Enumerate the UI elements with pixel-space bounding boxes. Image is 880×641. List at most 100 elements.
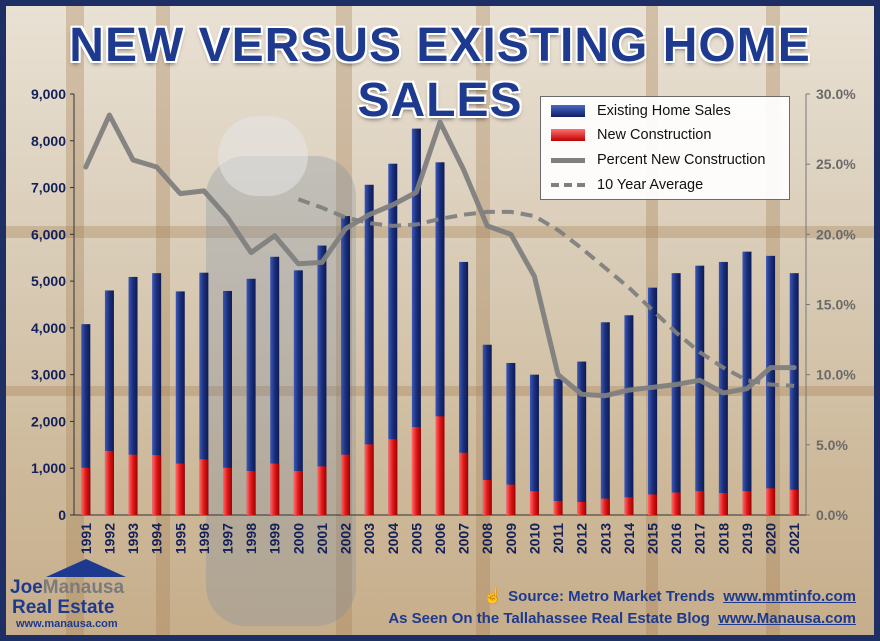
new-construction-bar xyxy=(789,489,799,515)
source-link[interactable]: www.mmtinfo.com xyxy=(723,588,856,605)
new-construction-bar xyxy=(671,492,681,515)
new-construction-bar xyxy=(577,501,587,515)
logo-name-last: Manausa xyxy=(42,577,125,598)
x-tick-label: 1997 xyxy=(219,523,235,554)
existing-bar xyxy=(128,276,138,515)
new-construction-bar xyxy=(624,497,634,515)
new-construction-bar xyxy=(718,493,728,515)
new-construction-bar xyxy=(766,488,776,515)
x-tick-label: 2012 xyxy=(574,523,590,554)
left-tick-label: 4,000 xyxy=(31,320,66,336)
existing-bar xyxy=(104,290,114,515)
existing-bar xyxy=(435,162,445,515)
existing-bar xyxy=(341,216,351,515)
new-construction-bar xyxy=(81,467,91,515)
existing-bar xyxy=(388,163,398,515)
existing-bar xyxy=(718,261,728,515)
left-tick-label: 5,000 xyxy=(31,273,66,289)
legend-label-avg: 10 Year Average xyxy=(597,177,704,193)
existing-bar xyxy=(695,265,705,515)
pointing-hand-icon: ☝ xyxy=(483,588,503,605)
existing-bar xyxy=(317,245,327,515)
existing-bar xyxy=(624,315,634,515)
x-tick-label: 2016 xyxy=(668,523,684,554)
x-tick-label: 1993 xyxy=(125,523,141,554)
existing-bar xyxy=(270,256,280,515)
x-tick-label: 2021 xyxy=(786,523,802,554)
right-tick-label: 30.0% xyxy=(816,86,856,102)
new-construction-bar xyxy=(175,463,185,515)
x-tick-label: 2015 xyxy=(645,523,661,554)
chart-title: NEW VERSUS EXISTING HOME SALES xyxy=(69,19,811,127)
x-tick-label: 1991 xyxy=(78,523,94,554)
new-swatch xyxy=(551,129,585,141)
new-construction-bar xyxy=(293,471,303,515)
x-tick-label: 2017 xyxy=(692,523,708,554)
existing-bar xyxy=(789,273,799,515)
existing-bar xyxy=(529,374,539,515)
right-tick-label: 20.0% xyxy=(816,226,856,242)
new-construction-bar xyxy=(128,454,138,515)
existing-bar xyxy=(175,291,185,515)
legend-item-avg: 10 Year Average xyxy=(551,175,703,195)
new-construction-bar xyxy=(553,500,563,515)
new-construction-bar xyxy=(742,491,752,515)
existing-bar xyxy=(742,251,752,515)
logo-name-first: Joe xyxy=(10,577,43,598)
existing-bar xyxy=(293,270,303,515)
new-construction-bar xyxy=(152,455,162,515)
left-tick-label: 9,000 xyxy=(31,86,66,102)
x-tick-label: 2019 xyxy=(739,523,755,554)
existing-swatch xyxy=(551,105,585,117)
new-construction-bar xyxy=(482,479,492,515)
x-tick-label: 2014 xyxy=(621,523,637,554)
new-construction-bar xyxy=(411,427,421,515)
new-construction-bar xyxy=(388,439,398,515)
left-tick-label: 1,000 xyxy=(31,460,66,476)
x-tick-label: 1992 xyxy=(101,523,117,554)
x-tick-label: 1998 xyxy=(243,523,259,554)
new-construction-bar xyxy=(364,444,374,515)
new-construction-bar xyxy=(317,466,327,515)
left-tick-label: 7,000 xyxy=(31,180,66,196)
left-tick-label: 0 xyxy=(58,507,66,523)
logo-website: www.manausa.com xyxy=(16,618,118,630)
existing-bar xyxy=(671,273,681,515)
right-tick-label: 10.0% xyxy=(816,367,856,383)
left-tick-label: 2,000 xyxy=(31,413,66,429)
percent-new-construction-line xyxy=(83,112,797,399)
x-tick-label: 2013 xyxy=(597,523,613,554)
legend-label-percent: Percent New Construction xyxy=(597,152,766,168)
existing-bar xyxy=(222,290,232,515)
new-construction-bar xyxy=(506,484,516,515)
existing-bar xyxy=(648,287,658,515)
existing-bar xyxy=(246,278,256,515)
new-construction-bar xyxy=(695,491,705,515)
seen-link[interactable]: www.Manausa.com xyxy=(718,610,856,627)
x-tick-label: 2011 xyxy=(550,523,566,554)
right-tick-label: 15.0% xyxy=(816,297,856,313)
existing-bar xyxy=(81,324,91,515)
x-tick-label: 2004 xyxy=(385,523,401,554)
existing-bar xyxy=(152,273,162,515)
existing-bar xyxy=(506,362,516,515)
right-tick-label: 25.0% xyxy=(816,156,856,172)
existing-bar xyxy=(459,261,469,515)
new-construction-bar xyxy=(270,463,280,515)
x-tick-label: 2020 xyxy=(763,523,779,554)
source-line: ☝ Source: Metro Market Trends www.mmtinfo… xyxy=(300,586,856,608)
existing-bar xyxy=(553,378,563,515)
new-construction-bar xyxy=(341,454,351,515)
avg-swatch xyxy=(551,183,585,187)
new-construction-bar xyxy=(199,459,209,515)
legend-label-new: New Construction xyxy=(597,127,712,143)
left-tick-label: 8,000 xyxy=(31,133,66,149)
existing-bar xyxy=(411,128,421,516)
x-tick-label: 2009 xyxy=(503,523,519,554)
logo-subtitle: Real Estate xyxy=(12,597,115,618)
new-construction-bar xyxy=(104,450,114,515)
new-construction-bar xyxy=(459,452,469,515)
x-tick-label: 2002 xyxy=(338,523,354,554)
